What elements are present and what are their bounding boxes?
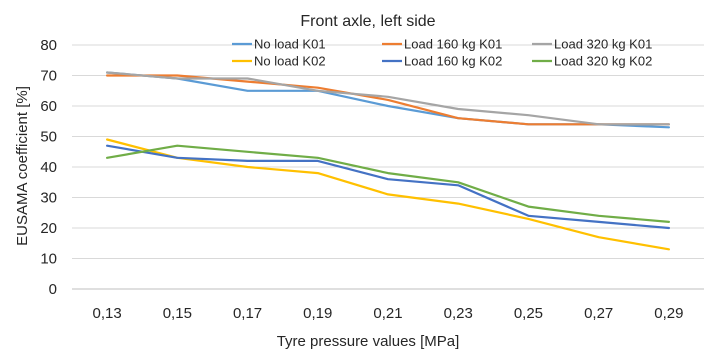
x-tick-label: 0,29 — [654, 305, 683, 322]
legend: No load K01 Load 160 kg K01 Load 320 kg K0… — [232, 37, 652, 69]
legend-label: No load K01 — [254, 37, 326, 52]
x-tick-label: 0,25 — [514, 305, 543, 322]
chart-title: Front axle, left side — [300, 13, 435, 30]
y-axis-ticks: 0 10 20 30 40 50 60 70 80 — [40, 37, 57, 298]
x-tick-label: 0,13 — [93, 305, 122, 322]
x-tick-label: 0,23 — [444, 305, 473, 322]
x-tick-label: 0,17 — [233, 305, 262, 322]
y-tick-label: 0 — [49, 281, 57, 298]
legend-label: Load 160 kg K01 — [404, 37, 502, 52]
series-line-6 — [105, 144, 671, 223]
x-tick-label: 0,27 — [584, 305, 613, 322]
series-lines — [105, 71, 671, 251]
y-tick-label: 70 — [40, 68, 57, 85]
x-tick-label: 0,15 — [163, 305, 192, 322]
y-tick-label: 40 — [40, 159, 57, 176]
x-tick-label: 0,21 — [373, 305, 402, 322]
legend-label: No load K02 — [254, 54, 326, 69]
series-line-3 — [105, 71, 671, 126]
y-tick-label: 10 — [40, 251, 57, 268]
x-axis-ticks: 0,13 0,15 0,17 0,19 0,21 0,23 0,25 0,27 0,29 — [93, 305, 684, 322]
y-axis-title: EUSAMA coefficient [%] — [14, 86, 31, 246]
y-tick-label: 80 — [40, 37, 57, 54]
legend-label: Load 320 kg K02 — [554, 54, 652, 69]
legend-label: Load 320 kg K01 — [554, 37, 652, 52]
x-tick-label: 0,19 — [303, 305, 332, 322]
y-tick-label: 20 — [40, 220, 57, 237]
series-line-5 — [105, 144, 671, 230]
series-line-4 — [105, 138, 671, 251]
y-tick-label: 60 — [40, 98, 57, 115]
legend-label: Load 160 kg K02 — [404, 54, 502, 69]
y-tick-label: 50 — [40, 129, 57, 146]
y-tick-label: 30 — [40, 190, 57, 207]
x-axis-title: Tyre pressure values [MPa] — [277, 333, 460, 350]
